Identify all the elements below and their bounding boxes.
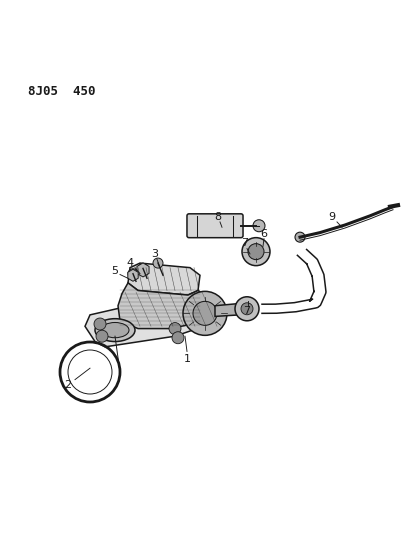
- Ellipse shape: [95, 319, 135, 342]
- Circle shape: [234, 297, 258, 321]
- Polygon shape: [118, 283, 215, 328]
- Polygon shape: [85, 296, 220, 347]
- Circle shape: [252, 220, 264, 232]
- Text: 5: 5: [111, 265, 118, 276]
- Circle shape: [241, 238, 269, 265]
- Text: 7: 7: [241, 238, 248, 248]
- Circle shape: [241, 303, 252, 315]
- Circle shape: [168, 322, 181, 335]
- Circle shape: [128, 269, 138, 279]
- FancyBboxPatch shape: [187, 214, 243, 238]
- Circle shape: [96, 330, 108, 342]
- Text: 8J05  450: 8J05 450: [28, 85, 95, 98]
- Text: 3: 3: [151, 249, 158, 259]
- Polygon shape: [215, 303, 244, 317]
- Text: 7: 7: [243, 306, 250, 316]
- Circle shape: [138, 263, 148, 273]
- Ellipse shape: [101, 322, 129, 338]
- Circle shape: [172, 332, 183, 344]
- Text: 2: 2: [64, 380, 71, 390]
- Circle shape: [94, 318, 106, 330]
- Circle shape: [192, 301, 216, 325]
- Polygon shape: [128, 263, 200, 295]
- Circle shape: [183, 292, 226, 335]
- Circle shape: [153, 258, 162, 268]
- Text: 1: 1: [183, 354, 190, 364]
- Circle shape: [294, 232, 304, 242]
- Text: 9: 9: [328, 212, 335, 222]
- Text: 8: 8: [214, 212, 221, 222]
- Circle shape: [247, 244, 263, 260]
- Text: 4: 4: [126, 258, 133, 268]
- Text: 6: 6: [260, 229, 267, 239]
